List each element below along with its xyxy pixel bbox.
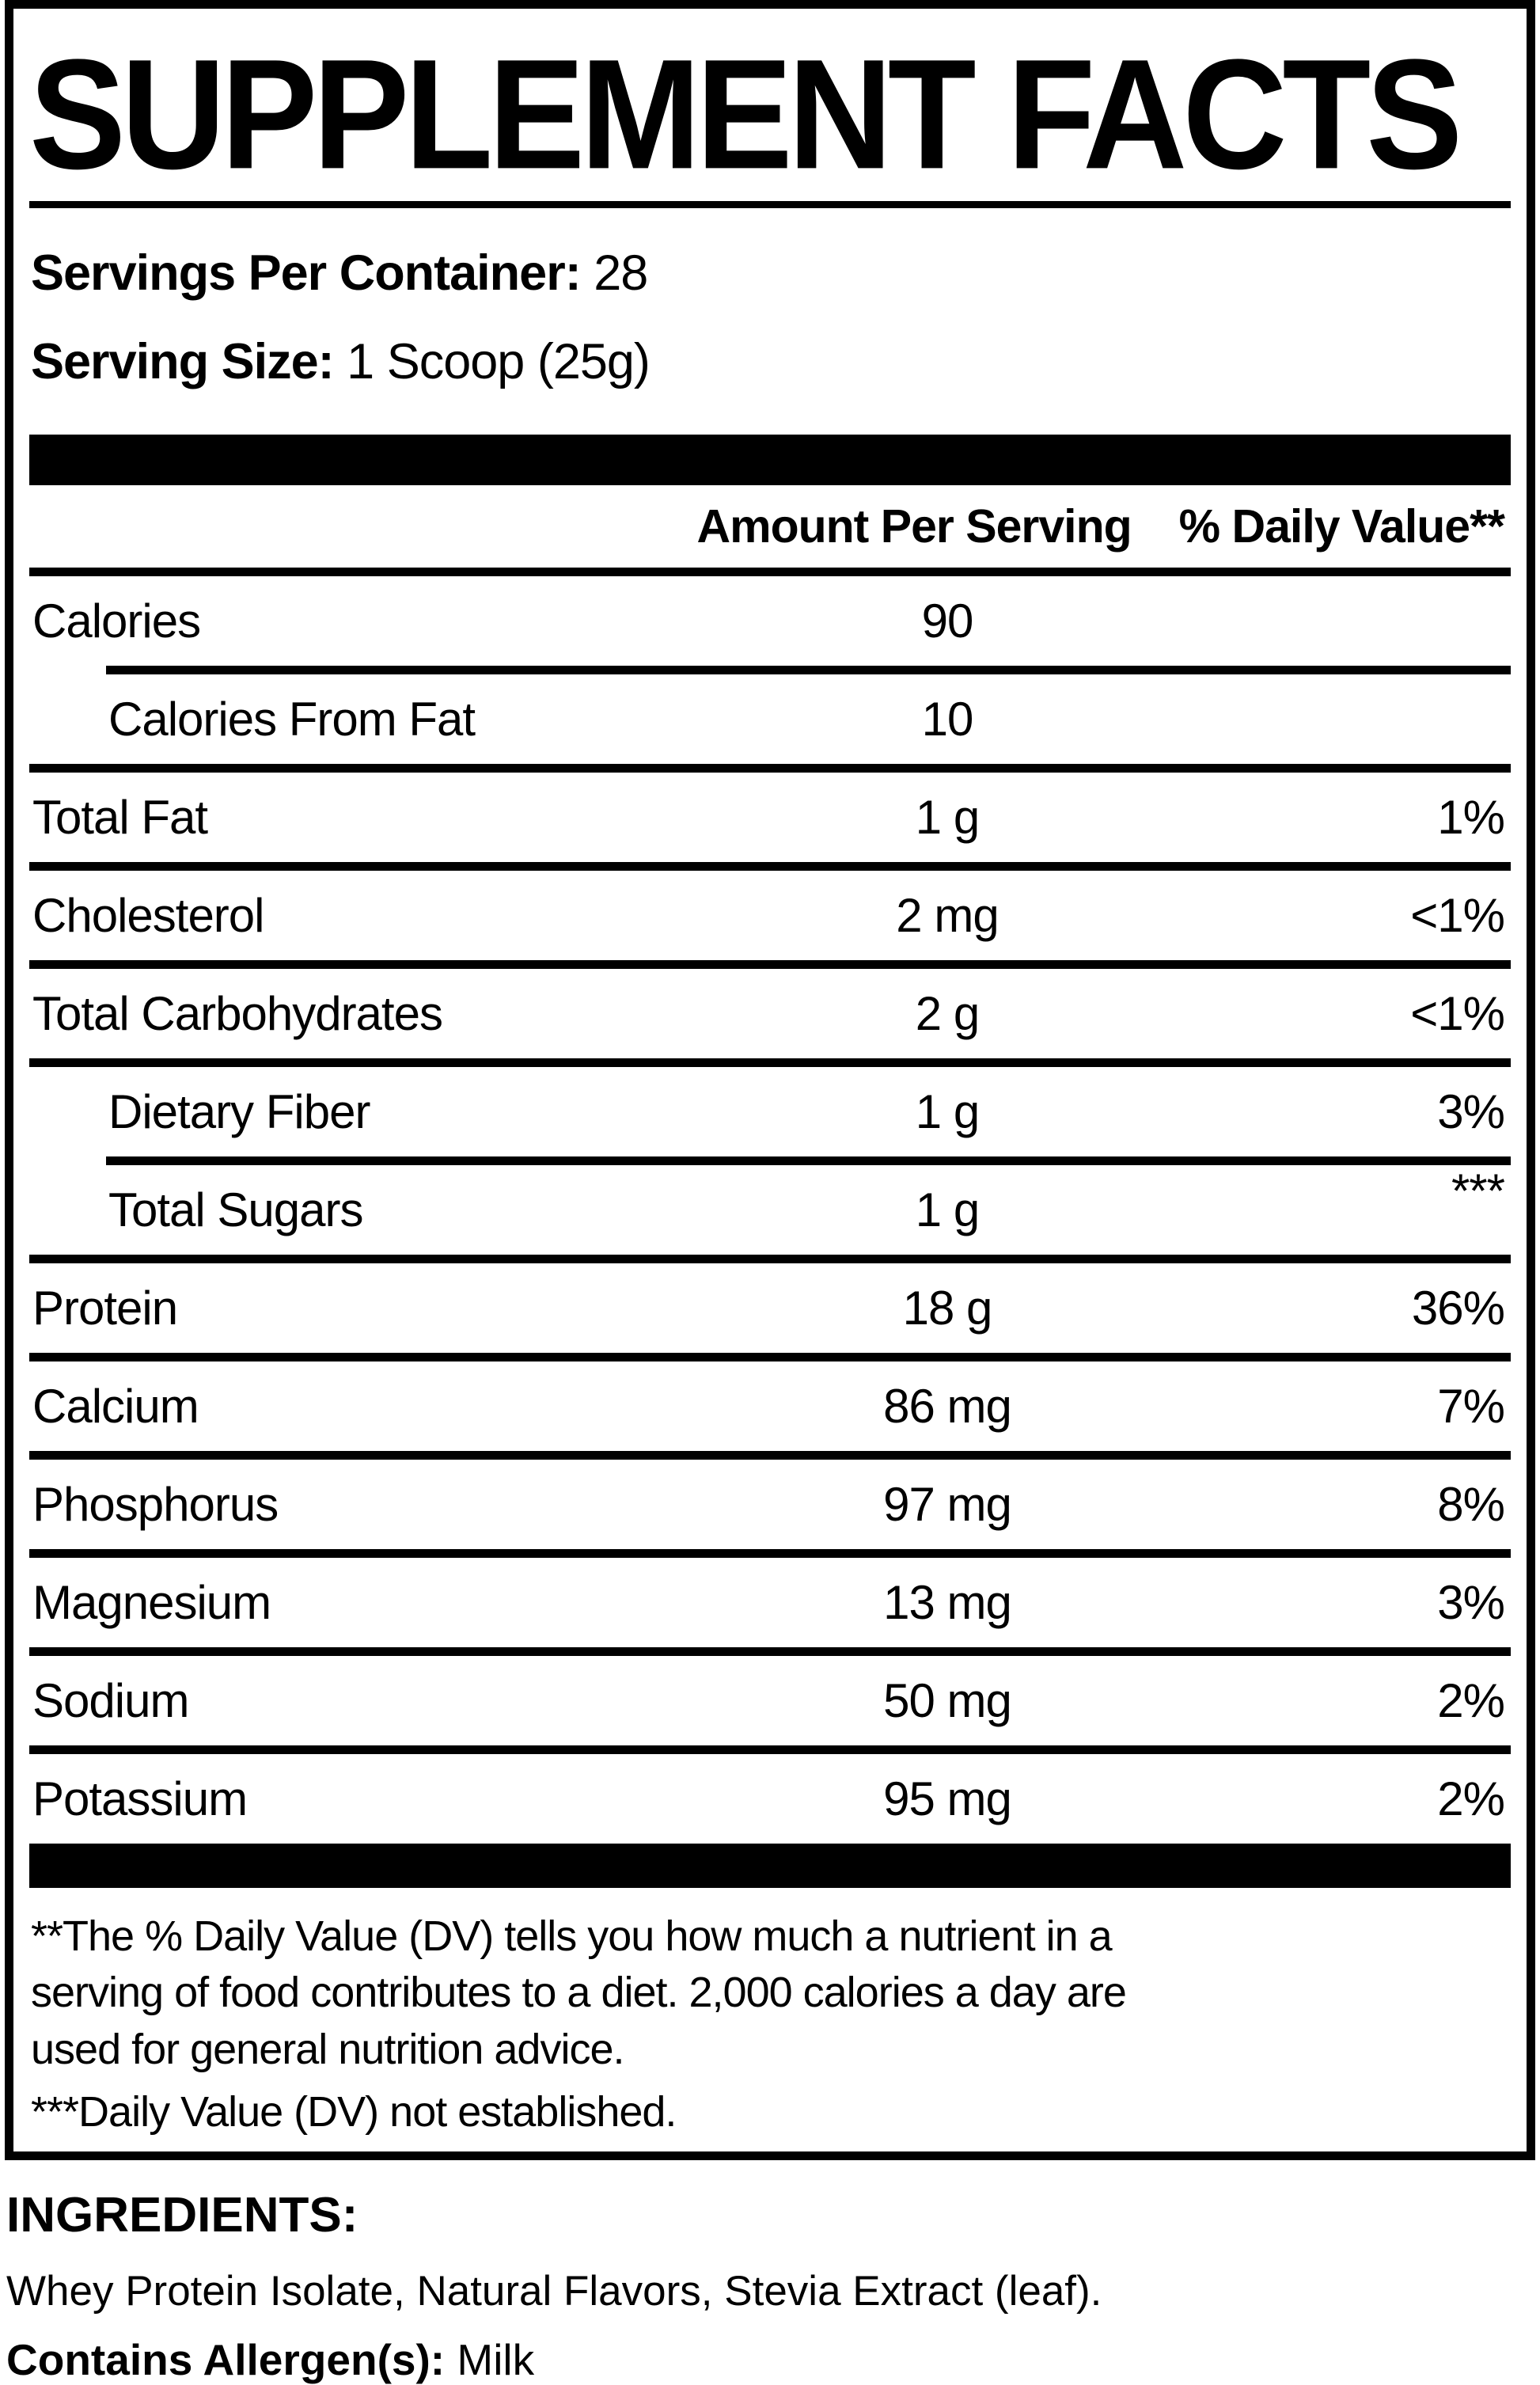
row-separator <box>29 1255 1511 1263</box>
nutrient-daily-value: 1% <box>1437 791 1505 844</box>
row-separator <box>29 764 1511 773</box>
row-separator-indented <box>106 666 1511 674</box>
row-separator <box>29 1647 1511 1656</box>
serving-size-label: Serving Size: <box>31 334 335 389</box>
daily-value-header: % Daily Value** <box>1178 500 1505 553</box>
allergen-label: Contains Allergen(s): <box>6 2335 446 2385</box>
nutrient-name: Total Carbohydrates <box>32 987 443 1040</box>
row-separator <box>29 862 1511 871</box>
nutrient-name: Calories From Fat <box>108 693 476 746</box>
servings-per-container-line: Servings Per Container: 28 <box>31 245 1511 302</box>
table-row-calories-from-fat: Calories From Fat 10 <box>29 674 1511 764</box>
serving-size-value: 1 Scoop (25g) <box>347 334 651 389</box>
nutrient-name: Sodium <box>32 1674 189 1727</box>
nutrient-amount: 10 <box>921 693 974 746</box>
table-row-calcium: Calcium 86 mg 7% <box>29 1362 1511 1451</box>
nutrient-amount: 1 g <box>915 1085 980 1138</box>
row-separator <box>29 1058 1511 1067</box>
table-row-sodium: Sodium 50 mg 2% <box>29 1656 1511 1745</box>
nutrient-amount: 86 mg <box>883 1380 1012 1433</box>
table-row-dietary-fiber: Dietary Fiber 1 g 3% <box>29 1067 1511 1156</box>
table-row-magnesium: Magnesium 13 mg 3% <box>29 1558 1511 1647</box>
solid-divider-bar-bottom <box>29 1844 1511 1888</box>
allergen-line: Contains Allergen(s): Milk <box>6 2334 1540 2385</box>
nutrient-name: Protein <box>32 1282 178 1335</box>
table-row-protein: Protein 18 g 36% <box>29 1263 1511 1353</box>
nutrient-amount: 13 mg <box>883 1576 1012 1629</box>
nutrient-amount: 50 mg <box>883 1674 1012 1727</box>
nutrient-name: Calcium <box>32 1380 199 1433</box>
row-separator <box>29 568 1511 576</box>
servings-per-container-value: 28 <box>594 245 648 301</box>
nutrient-amount: 18 g <box>902 1282 993 1335</box>
nutrient-daily-value: 2% <box>1437 1674 1505 1727</box>
allergen-value: Milk <box>457 2335 535 2385</box>
nutrient-daily-value: 7% <box>1437 1380 1505 1433</box>
nutrient-amount: 1 g <box>915 1183 980 1236</box>
nutrient-name: Potassium <box>32 1772 248 1825</box>
table-row-total-sugars: Total Sugars 1 g *** <box>29 1164 1511 1255</box>
nutrient-name: Calories <box>32 594 201 648</box>
serving-size-line: Serving Size: 1 Scoop (25g) <box>31 333 1511 390</box>
table-header-row: Amount Per Serving % Daily Value** <box>29 485 1511 568</box>
daily-value-footnote: **The % Daily Value (DV) tells you how m… <box>31 1912 1127 2073</box>
footnotes: **The % Daily Value (DV) tells you how m… <box>29 1888 1511 2151</box>
nutrient-amount: 90 <box>921 594 974 648</box>
servings-per-container-label: Servings Per Container: <box>31 245 582 301</box>
nutrient-name: Dietary Fiber <box>108 1085 370 1138</box>
nutrient-amount: 2 g <box>915 987 980 1040</box>
ingredients-section: INGREDIENTS: Whey Protein Isolate, Natur… <box>6 2187 1540 2385</box>
title-divider <box>29 201 1511 208</box>
table-row-phosphorus: Phosphorus 97 mg 8% <box>29 1460 1511 1549</box>
row-separator <box>29 1745 1511 1754</box>
supplement-facts-panel: SUPPLEMENT FACTS Servings Per Container:… <box>5 0 1535 2161</box>
row-separator <box>29 1451 1511 1460</box>
row-separator <box>29 960 1511 969</box>
nutrient-amount: 95 mg <box>883 1772 1012 1825</box>
nutrient-name: Cholesterol <box>32 889 265 942</box>
nutrient-name: Total Sugars <box>108 1183 364 1236</box>
row-separator <box>29 1549 1511 1558</box>
nutrient-amount: 1 g <box>915 791 980 844</box>
nutrient-daily-value: <1% <box>1410 889 1505 942</box>
row-separator-indented <box>106 1156 1511 1165</box>
row-separator <box>29 1353 1511 1362</box>
nutrient-daily-value: 3% <box>1437 1085 1505 1138</box>
amount-per-serving-header: Amount Per Serving <box>696 500 1132 553</box>
panel-title: SUPPLEMENT FACTS <box>29 26 1462 202</box>
solid-divider-bar-top <box>29 435 1511 485</box>
ingredients-list: Whey Protein Isolate, Natural Flavors, S… <box>6 2268 1102 2315</box>
nutrient-daily-value: 8% <box>1437 1478 1505 1531</box>
nutrient-name: Magnesium <box>32 1576 271 1629</box>
nutrient-daily-value: 2% <box>1437 1772 1505 1825</box>
table-row-calories: Calories 90 <box>29 576 1511 666</box>
table-row-cholesterol: Cholesterol 2 mg <1% <box>29 871 1511 960</box>
nutrient-amount: 2 mg <box>896 889 999 942</box>
table-row-total-fat: Total Fat 1 g 1% <box>29 773 1511 862</box>
nutrient-amount: 97 mg <box>883 1478 1012 1531</box>
serving-info: Servings Per Container: 28 Serving Size:… <box>29 208 1511 435</box>
nutrient-name: Total Fat <box>32 791 208 844</box>
table-row-total-carbohydrates: Total Carbohydrates 2 g <1% <box>29 969 1511 1058</box>
table-row-potassium: Potassium 95 mg 2% <box>29 1754 1511 1844</box>
ingredients-heading: INGREDIENTS: <box>6 2188 358 2243</box>
not-established-footnote: ***Daily Value (DV) not established. <box>31 2087 677 2136</box>
nutrient-name: Phosphorus <box>32 1478 279 1531</box>
nutrient-daily-value: 36% <box>1411 1282 1505 1335</box>
nutrient-daily-value: <1% <box>1410 987 1505 1040</box>
nutrient-daily-value-asterisks: *** <box>1451 1164 1505 1217</box>
nutrient-daily-value: 3% <box>1437 1576 1505 1629</box>
